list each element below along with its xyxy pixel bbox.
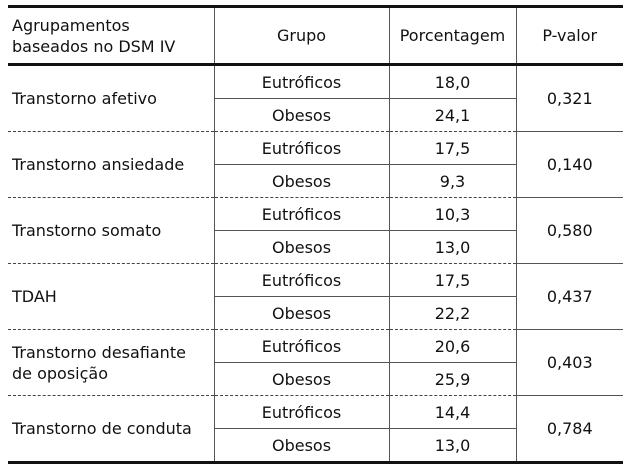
grupo-cell: Eutróficos [213,131,389,165]
grupo-cell: Eutróficos [213,64,389,99]
porcentagem-cell: 9,3 [388,164,516,198]
grupo-cell: Eutróficos [213,329,389,363]
dsm-iv-table: Agrupamentos baseados no DSM IV Grupo Po… [8,5,623,464]
row-label: Transtorno ansiedade [12,155,185,174]
table-row: Obesos 9,3 [8,164,623,198]
grupo-cell: Obesos [213,164,389,198]
grupo-cell: Obesos [213,362,389,396]
table-body: Transtorno afetivo Eutróficos 18,0 0,321 Obe… [8,64,623,463]
table-row: Obesos 13,0 [8,230,623,264]
table-row: Transtorno somato Eutróficos 10,3 0,580 [8,197,623,264]
p-valor-cell: 0,321 [515,64,623,132]
porcentagem-cell: 20,6 [388,329,516,363]
grupo-cell: Obesos [213,98,389,132]
table-row: Obesos 13,0 [8,428,623,463]
p-valor-cell: 0,403 [515,329,623,396]
row-label: TDAH [12,287,57,306]
grupo-cell: Eutróficos [213,197,389,231]
header-p-valor: P-valor [515,6,623,65]
row-label: Transtorno de conduta [12,419,192,438]
porcentagem-cell: 14,4 [388,395,516,429]
table-row: Transtorno afetivo Eutróficos 18,0 0,321 [8,64,623,132]
porcentagem-cell: 13,0 [388,230,516,264]
porcentagem-cell: 22,2 [388,296,516,330]
table-row: Transtorno ansiedade Eutróficos 17,5 0,140 [8,131,623,198]
table-row: TDAH Eutróficos 17,5 0,437 [8,263,623,330]
grupo-cell: Obesos [213,230,389,264]
table-row: Obesos 25,9 [8,362,623,396]
porcentagem-cell: 13,0 [388,428,516,463]
header-grupo: Grupo [213,6,389,65]
table-row: Transtorno desafiante de oposição Eutrófi… [8,329,623,396]
table-row: Transtorno de conduta Eutróficos 14,4 0,784 [8,395,623,463]
p-valor-cell: 0,140 [515,131,623,198]
row-label: Transtorno desafiante de oposição [12,342,186,383]
table-row: Obesos 22,2 [8,296,623,330]
grupo-cell: Eutróficos [213,263,389,297]
porcentagem-cell: 24,1 [388,98,516,132]
row-label: Transtorno somato [12,221,162,240]
p-valor-cell: 0,437 [515,263,623,330]
grupo-cell: Eutróficos [213,395,389,429]
row-label: Transtorno afetivo [12,89,157,108]
header-row: Agrupamentos baseados no DSM IV Grupo Po… [8,6,623,65]
porcentagem-cell: 17,5 [388,131,516,165]
p-valor-cell: 0,580 [515,197,623,264]
grupo-cell: Obesos [213,296,389,330]
header-porcentagem: Porcentagem [388,6,516,65]
table-row: Obesos 24,1 [8,98,623,132]
porcentagem-cell: 10,3 [388,197,516,231]
porcentagem-cell: 25,9 [388,362,516,396]
p-valor-cell: 0,784 [515,395,623,463]
header-agrupamentos: Agrupamentos baseados no DSM IV [12,15,176,56]
porcentagem-cell: 17,5 [388,263,516,297]
porcentagem-cell: 18,0 [388,64,516,99]
grupo-cell: Obesos [213,428,389,463]
